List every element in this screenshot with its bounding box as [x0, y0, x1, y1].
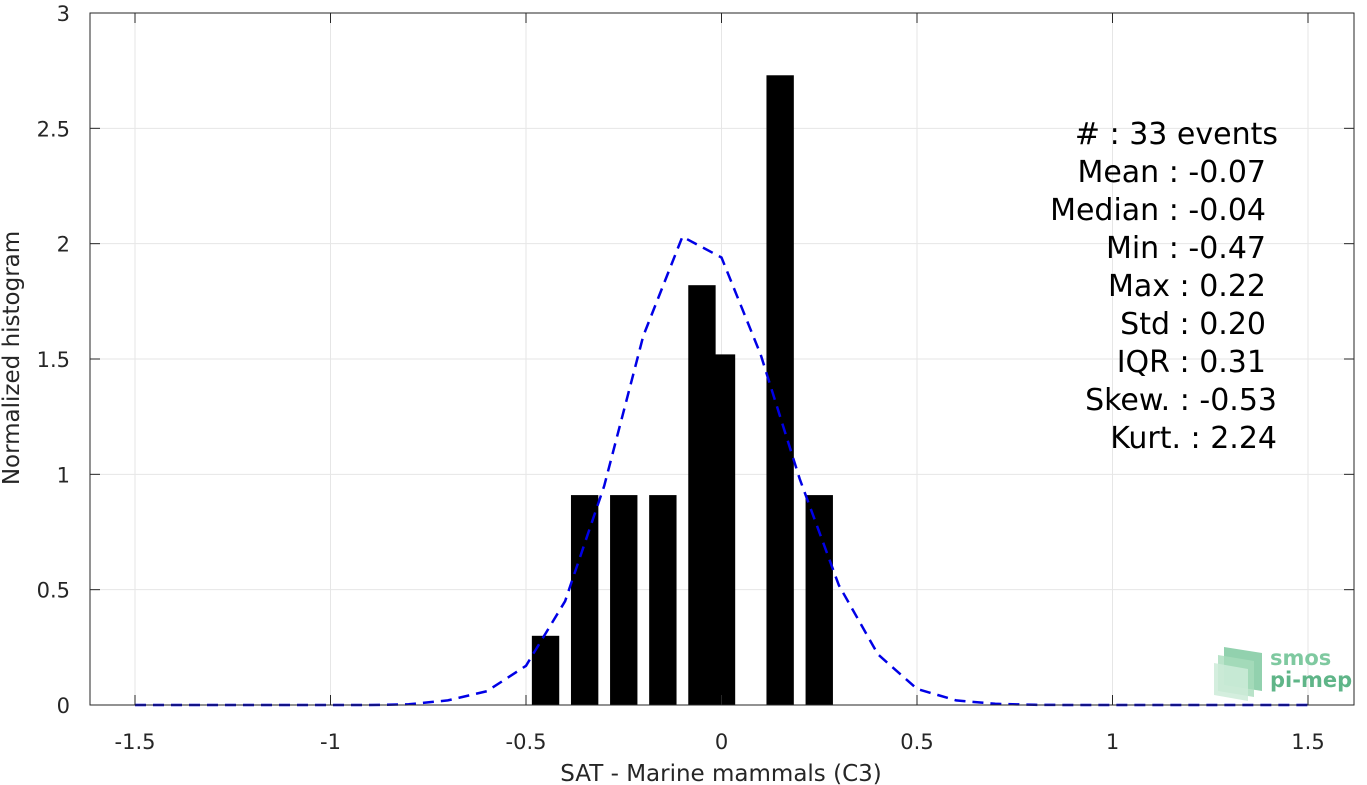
x-tick-label: -1.5 [115, 730, 156, 754]
y-tick-label: 1.5 [37, 348, 70, 372]
x-tick-label: 1.5 [1291, 730, 1324, 754]
histogram-bar [531, 635, 560, 705]
statistics-line: IQR : 0.31 [1117, 345, 1266, 380]
logo-line2: pi-mep [1270, 668, 1352, 692]
statistics-line: Median : -0.04 [1050, 193, 1266, 228]
statistics-line: Max : 0.22 [1108, 269, 1266, 304]
x-tick-label: 0 [715, 730, 728, 754]
logo-layers-icon [1214, 647, 1262, 701]
histogram-bars [531, 75, 833, 705]
statistics-line: Mean : -0.07 [1077, 155, 1266, 190]
y-tick-label: 2.5 [37, 117, 70, 141]
x-axis-label: SAT - Marine mammals (C3) [560, 761, 882, 785]
y-axis-ticks: 0 0.5 1 1.5 2 2.5 3 [37, 2, 1354, 718]
y-tick-label: 0 [57, 694, 70, 718]
histogram-bar [707, 354, 736, 705]
gaussian-fit-curve [135, 234, 1308, 707]
statistics-line: # : 33 events [1075, 117, 1278, 152]
smos-pimep-logo: smos pi-mep [1214, 646, 1352, 701]
statistics-line: Std : 0.20 [1120, 307, 1266, 342]
statistics-line: Kurt. : 2.24 [1110, 421, 1277, 456]
y-tick-label: 2 [57, 233, 70, 257]
x-tick-label: -0.5 [506, 730, 547, 754]
histogram-bar [570, 495, 599, 705]
statistics-line: Skew. : -0.53 [1085, 383, 1277, 418]
histogram-bar [649, 495, 677, 705]
x-axis-ticks: -1.5 -1 -0.5 0 0.5 1 1.5 [115, 13, 1325, 754]
y-tick-label: 3 [57, 2, 70, 26]
histogram-bar [805, 495, 833, 705]
y-tick-label: 1 [57, 463, 70, 487]
histogram-bar [610, 495, 638, 705]
logo-line1: smos [1270, 646, 1331, 670]
statistics-line: Min : -0.47 [1106, 231, 1266, 266]
x-tick-label: 0.5 [900, 730, 933, 754]
y-tick-label: 0.5 [37, 579, 70, 603]
x-tick-label: 1 [1106, 730, 1119, 754]
x-tick-label: -1 [320, 730, 341, 754]
y-axis-label: Normalized histogram [0, 231, 25, 485]
